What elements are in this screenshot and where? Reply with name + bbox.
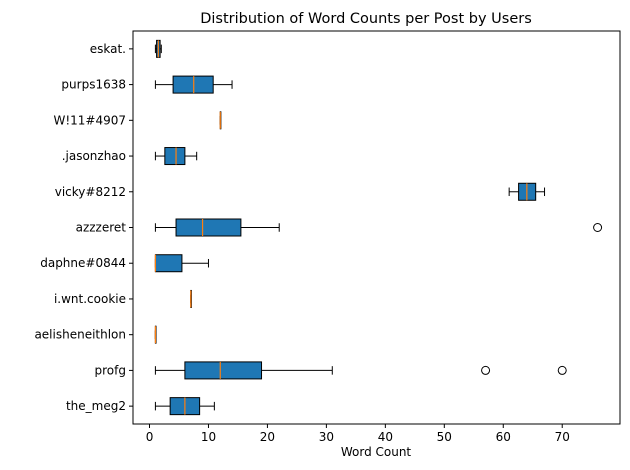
y-tick-label: azzzeret (76, 221, 127, 235)
y-tick-label: i.wnt.cookie (54, 292, 126, 306)
x-axis-label: Word Count (341, 445, 412, 459)
y-tick-label: the_meg2 (66, 399, 126, 413)
outlier-point (557, 365, 567, 375)
box-iqr (175, 218, 242, 237)
y-tick-label: W!11#4907 (53, 113, 126, 127)
box-9 (154, 325, 157, 344)
box-2 (154, 75, 233, 94)
box-4 (154, 147, 198, 166)
box-iqr (164, 147, 186, 166)
x-tick-label: 60 (496, 430, 511, 444)
y-tick-label: daphne#0844 (40, 256, 126, 270)
box-6 (154, 218, 603, 237)
box-5 (508, 182, 546, 201)
box-1 (154, 39, 162, 58)
x-tick-label: 0 (146, 430, 154, 444)
y-tick-label: eskat. (90, 42, 126, 56)
x-axis: 0 10 20 30 40 50 60 70 (146, 424, 570, 444)
x-tick-label: 20 (260, 430, 275, 444)
plot-area (154, 39, 603, 416)
y-tick-label: aelisheneithlon (34, 328, 126, 342)
box-10 (154, 361, 567, 380)
chart-title: Distribution of Word Counts per Post by … (200, 11, 532, 27)
box-iqr (154, 254, 183, 273)
y-tick-label: vicky#8212 (55, 185, 126, 199)
x-tick-label: 30 (319, 430, 334, 444)
y-tick-label: profg (95, 363, 126, 377)
y-axis: eskat. purps1638 W!11#4907 .jasonzhao vicky#… (34, 42, 133, 413)
box-8 (190, 289, 192, 308)
x-tick-label: 10 (201, 430, 216, 444)
y-tick-label: purps1638 (61, 78, 126, 92)
box-7 (154, 254, 209, 273)
outlier-point (593, 223, 603, 232)
outlier-point (481, 365, 491, 375)
box-iqr (184, 361, 263, 380)
box-3 (219, 111, 222, 130)
x-tick-label: 70 (555, 430, 570, 444)
box-11 (154, 397, 215, 416)
x-tick-label: 40 (378, 430, 393, 444)
x-tick-label: 50 (437, 430, 452, 444)
y-tick-label: .jasonzhao (62, 149, 126, 163)
